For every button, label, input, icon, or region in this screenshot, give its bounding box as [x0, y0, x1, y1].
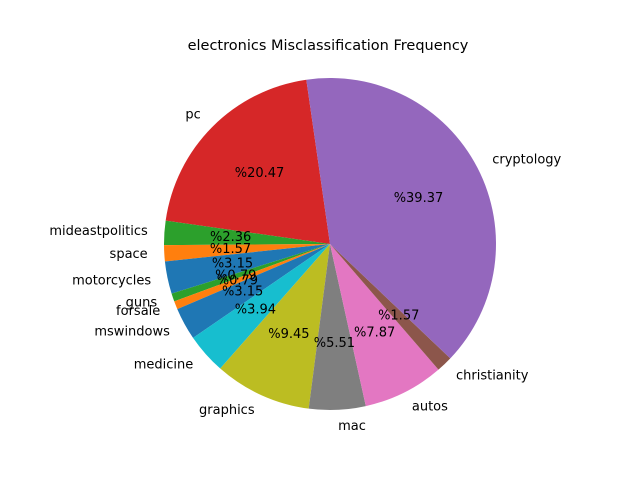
slice-percent-label: %20.47: [235, 166, 285, 181]
slice-percent-label: %2.36: [210, 230, 251, 245]
pie-slice-autos: [330, 244, 439, 407]
pie-slices: [163, 78, 496, 411]
slice-label: autos: [412, 400, 448, 415]
slice-percent-label: %39.37: [394, 191, 444, 206]
pie-slice-medicine: [193, 244, 330, 369]
pie-slice-motorcycles: [164, 244, 330, 294]
slice-label: guns: [126, 295, 158, 310]
pie-slice-graphics: [220, 244, 330, 409]
slice-label: christianity: [456, 369, 529, 384]
pie-slice-christianity: [330, 244, 451, 370]
slice-label: forsale: [116, 304, 160, 319]
pie-slice-guns: [171, 244, 330, 302]
slice-label: mideastpolitics: [49, 224, 148, 239]
pie-slice-forsale: [174, 244, 330, 310]
pie-slice-mac: [308, 244, 366, 411]
pie-slice-mswindows: [177, 244, 330, 338]
slice-percent-label: %3.15: [222, 284, 263, 299]
slice-label: cryptology: [492, 153, 561, 168]
pie-slice-cryptology: [306, 78, 496, 359]
slice-percent-label: %7.87: [354, 326, 395, 341]
slice-percent-label: %3.15: [212, 257, 253, 272]
slice-label: pc: [185, 107, 200, 122]
slice-percent-label: %0.79: [217, 273, 258, 288]
pie-slice-mideastpolitics: [163, 220, 330, 246]
pie-slice-space: [164, 244, 330, 262]
slice-percent-labels: %20.47%2.36%1.57%3.15%0.79%0.79%3.15%3.9…: [210, 166, 443, 351]
slice-label: mac: [338, 419, 366, 434]
slice-label: medicine: [134, 358, 194, 373]
slice-percent-label: %3.94: [235, 303, 276, 318]
slice-label: motorcycles: [72, 274, 151, 289]
pie-slice-pc: [165, 79, 330, 244]
slice-percent-label: %1.57: [378, 309, 419, 324]
chart-title: electronics Misclassification Frequency: [188, 38, 469, 54]
slice-label: mswindows: [94, 324, 170, 339]
slice-percent-label: %5.51: [314, 336, 355, 351]
slice-labels: pc mideastpolitics space motorcycles gunsfor…: [49, 107, 561, 433]
slice-label: space: [110, 247, 148, 262]
slice-percent-label: %9.45: [268, 327, 309, 342]
slice-label: graphics: [199, 403, 255, 418]
slice-percent-label: %0.79: [215, 269, 256, 284]
slice-percent-label: %1.57: [210, 242, 251, 257]
